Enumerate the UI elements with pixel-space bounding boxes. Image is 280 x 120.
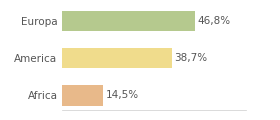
Bar <box>62 48 172 68</box>
Bar <box>62 11 195 31</box>
Text: 38,7%: 38,7% <box>174 53 207 63</box>
Text: 14,5%: 14,5% <box>106 90 139 100</box>
Bar <box>62 85 103 106</box>
Text: 46,8%: 46,8% <box>197 16 231 26</box>
